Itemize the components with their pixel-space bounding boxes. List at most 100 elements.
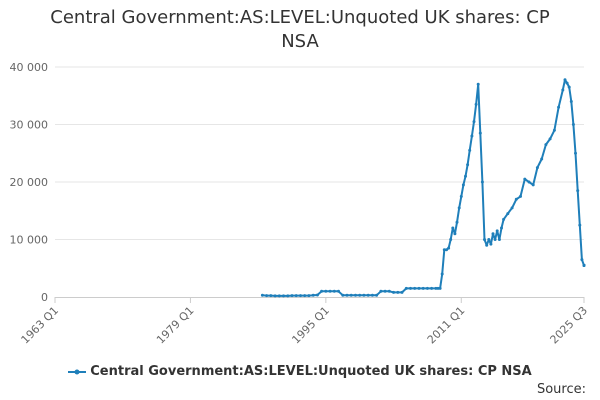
data-point (472, 120, 476, 124)
data-point (544, 143, 548, 147)
legend-series-label: Central Government:AS:LEVEL:Unquoted UK … (90, 364, 532, 379)
data-point (483, 238, 486, 241)
data-point (320, 289, 324, 293)
data-point (366, 293, 370, 297)
data-point (447, 246, 451, 250)
x-tick-label: 1963 Q1 (19, 304, 62, 347)
legend[interactable]: Central Government:AS:LEVEL:Unquoted UK … (0, 364, 600, 379)
data-point (269, 294, 273, 298)
x-axis-labels: 1963 Q1 1979 Q1 1995 Q1 2011 Q1 2025 Q3 (19, 304, 591, 347)
data-point (379, 289, 383, 293)
data-point (578, 223, 582, 227)
data-point (442, 248, 446, 252)
data-point (476, 82, 480, 86)
data-point (337, 289, 340, 293)
data-point (409, 286, 412, 290)
data-point (480, 180, 484, 184)
grid-lines (55, 66, 584, 240)
data-point (273, 294, 277, 298)
data-point (500, 226, 503, 230)
data-point (383, 289, 387, 293)
data-point (495, 229, 499, 233)
data-point (282, 294, 285, 298)
x-axis (54, 297, 585, 303)
data-point (461, 183, 465, 187)
data-point (332, 289, 336, 293)
data-point (531, 183, 535, 187)
data-point (311, 293, 315, 297)
data-point (574, 151, 577, 155)
data-point (358, 293, 362, 297)
y-tick-label: 40 000 (10, 61, 49, 74)
data-point (265, 294, 269, 298)
data-point (396, 290, 400, 294)
data-point (464, 174, 467, 178)
series-line (262, 78, 585, 297)
data-point (535, 166, 539, 170)
y-tick-label: 30 000 (10, 119, 49, 132)
data-point (370, 293, 374, 297)
data-point (569, 100, 573, 103)
data-point (478, 131, 482, 135)
data-point (468, 148, 472, 152)
data-point (497, 238, 501, 241)
data-point (440, 272, 444, 276)
data-point (307, 294, 311, 298)
data-point (485, 243, 489, 247)
data-point (580, 258, 584, 262)
source-label: Source: (536, 382, 586, 397)
series-layer (260, 78, 586, 298)
data-point (315, 293, 319, 297)
data-point (523, 177, 527, 181)
y-tick-label: 20 000 (10, 176, 49, 189)
data-point (328, 289, 332, 293)
data-point (387, 289, 391, 293)
data-point (514, 197, 518, 201)
data-point (436, 286, 440, 290)
data-point (506, 212, 510, 216)
data-point (493, 238, 497, 241)
data-point (324, 289, 328, 293)
data-point (375, 293, 379, 297)
data-point (294, 294, 298, 298)
data-point (527, 180, 531, 184)
data-point (434, 286, 438, 290)
data-point (400, 290, 404, 294)
data-point (548, 137, 552, 141)
data-point (487, 238, 491, 241)
data-point (451, 226, 455, 230)
data-point (404, 286, 408, 290)
data-point (345, 293, 349, 297)
x-tick-label: 2011 Q1 (425, 304, 468, 347)
y-axis-labels: 0 10 000 20 000 30 000 40 000 (10, 61, 49, 304)
data-point (540, 157, 544, 161)
data-point (349, 293, 353, 297)
chart-title-line1: Central Government:AS:LEVEL:Unquoted UK … (50, 7, 550, 28)
data-point (510, 206, 514, 210)
data-point (563, 78, 567, 82)
y-tick-label: 10 000 (10, 234, 49, 247)
data-point (470, 134, 474, 138)
data-point (425, 286, 429, 290)
data-point (582, 263, 586, 267)
data-point (438, 286, 442, 290)
data-point (459, 194, 463, 198)
data-point (565, 81, 569, 85)
data-point (260, 293, 264, 297)
y-tick-label: 0 (41, 291, 48, 304)
data-point (557, 105, 561, 109)
data-point (502, 217, 506, 221)
data-point (466, 163, 470, 167)
data-point (341, 293, 345, 297)
legend-series-icon (68, 369, 87, 374)
data-point (354, 293, 357, 297)
data-point (552, 128, 556, 132)
data-point (489, 242, 493, 246)
data-point (413, 286, 417, 290)
data-point (474, 102, 478, 106)
data-point (576, 189, 580, 193)
data-point (299, 294, 302, 298)
x-tick-label: 2025 Q3 (548, 304, 591, 347)
data-point (430, 286, 434, 290)
